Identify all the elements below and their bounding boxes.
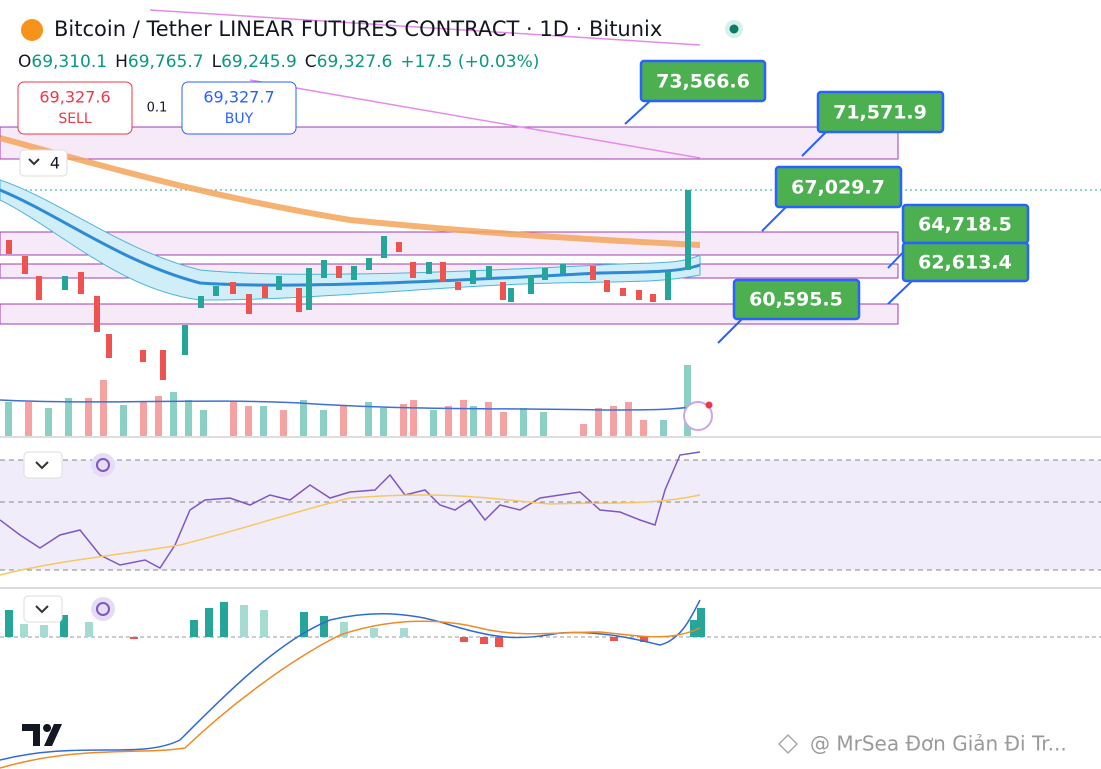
macd-line [0,599,701,761]
ohlc-value: 69,765.7 [128,52,204,72]
tag-connector [624,100,651,125]
signal-line [0,620,701,769]
refresh-icon [96,458,110,472]
refresh-icon [96,602,110,616]
tag-connector [761,206,787,232]
spread: 0.1 [147,101,168,116]
change: +17.5 (+0.03%) [400,52,539,72]
candles-up [62,190,691,355]
volume-down [25,380,647,437]
price-tag-text: 73,566.6 [656,71,750,93]
indicators-toggle[interactable] [19,149,68,177]
status-dot-inner [729,24,739,34]
ohlc-label: L [212,52,222,72]
tag-connector [801,131,827,157]
chevron [28,158,40,166]
moving-average [0,188,701,287]
volume-up [5,365,691,437]
collapse-button[interactable] [23,595,63,623]
sell-label: SELL [58,111,92,127]
volume-average [0,399,701,411]
buy-price: 69,327.7 [203,88,274,107]
logo [22,724,62,746]
price-tag [639,59,767,103]
rsi-levels [0,459,1101,571]
zone [0,303,899,325]
price-tag-text: 64,718.5 [918,214,1012,236]
price-tags: 73,566.6 71,571.9 67,029.7 64,718.5 62,6… [624,59,1030,344]
price-tag [774,165,903,209]
refresh-button[interactable] [91,453,115,477]
sell-button[interactable] [17,81,133,135]
chevron [35,461,49,470]
price-tag-text: 62,613.4 [918,252,1012,274]
coin-icon [21,19,43,41]
rsi-band [0,460,1101,570]
rsi-ma [0,494,701,576]
buy-label: BUY [225,111,254,127]
price-tag-text: 67,029.7 [791,177,885,199]
price-tag-text: 60,595.5 [749,289,843,311]
symbol-title: Bitcoin / Tether LINEAR FUTURES CONTRACT… [54,17,662,41]
refresh-button[interactable] [91,597,115,621]
ohlc-label: C [305,52,317,72]
moving-average [0,135,701,248]
trend-line [149,9,701,159]
alert-dot [705,401,713,409]
zone [0,126,899,160]
tag-connector [887,280,913,305]
alert-icon[interactable] [683,401,713,431]
collapse-button[interactable] [23,451,63,479]
ohlc-value: 69,310.1 [31,52,107,72]
chevron [35,605,49,614]
ohlc-value: 69,245.9 [221,52,297,72]
buy-button[interactable] [181,81,297,135]
sell-price: 69,327.6 [39,88,110,107]
price-tag [816,90,945,134]
price-tag-text: 71,571.9 [833,102,927,124]
indicators-count: 4 [50,154,60,173]
ohlc-value: 69,327.6 [317,52,393,72]
ohlc-label: O [18,52,31,72]
ohlc-row: O69,310.1 H69,765.7 L69,245.9 C69,327.6 +17.… [18,52,539,72]
watermark: @ MrSea Đơn Giản Đi Tr... [810,732,1067,756]
tag-connector [717,318,743,344]
price-tag [901,241,1030,283]
ohlc-label: H [115,52,128,72]
watermark-icon [777,733,799,755]
price-tag [732,278,861,321]
